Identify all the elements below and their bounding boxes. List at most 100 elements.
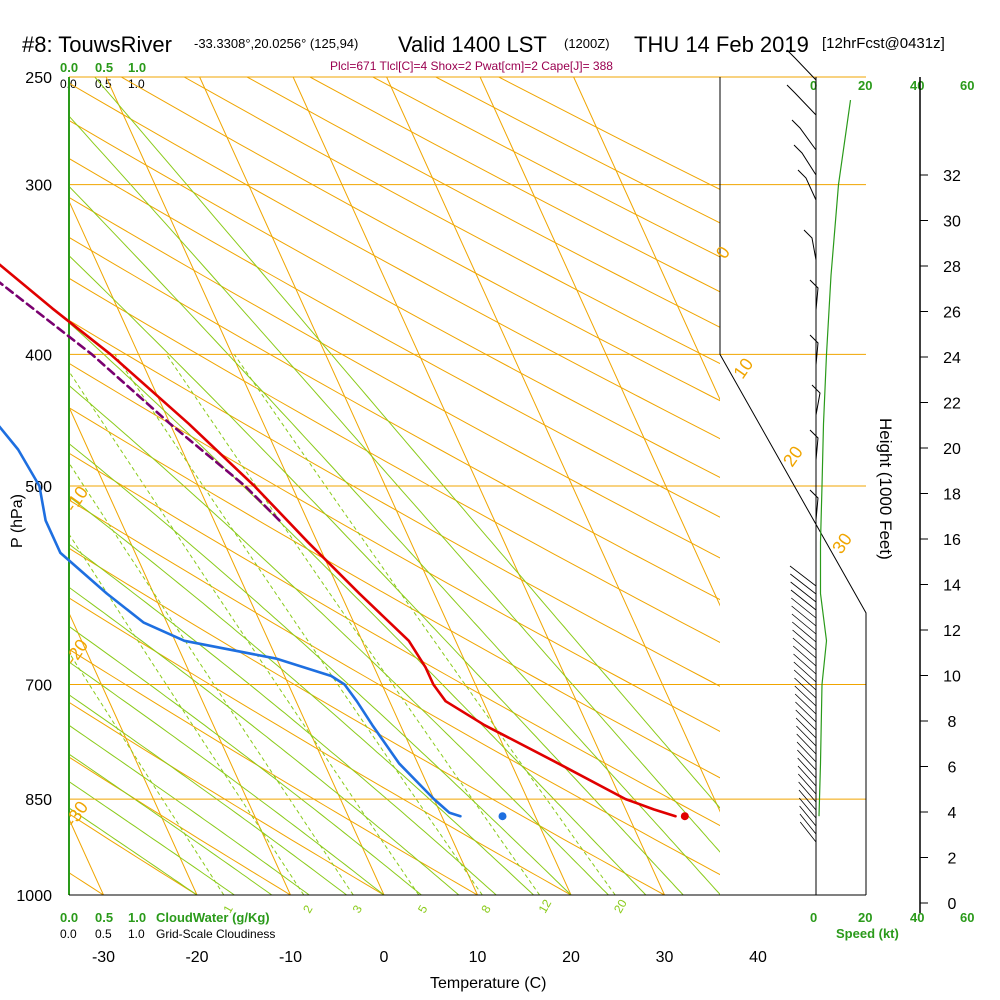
- height-tick-label: 14: [943, 578, 961, 595]
- isotherm-label: -20: [61, 636, 92, 669]
- isotherm-line: [69, 611, 198, 895]
- isotherm-line: [573, 77, 720, 401]
- bottom-cloudwater-tick: 0.0: [60, 910, 78, 925]
- moist-adiabat: [69, 543, 497, 895]
- dry-adiabat: [69, 648, 478, 895]
- wind-barb: [793, 669, 817, 691]
- bottom-cloudiness-tick: 1.0: [128, 927, 145, 941]
- dry-adiabat: [69, 597, 572, 895]
- temperature-tick-label: -10: [279, 949, 302, 966]
- height-tick-label: 28: [943, 259, 961, 276]
- mixing-ratio-line: [69, 651, 225, 895]
- moist-adiabat: [69, 780, 235, 895]
- temperature-tick-label: 10: [469, 949, 487, 966]
- height-tick-label: 18: [943, 487, 961, 504]
- wind-barb: [796, 741, 817, 763]
- moist-adiabat: [69, 495, 534, 895]
- wind-barb: [794, 685, 817, 707]
- wind-barb: [797, 765, 817, 787]
- height-tick-label: 6: [948, 760, 957, 777]
- dry-adiabat: [69, 407, 720, 779]
- wind-barb: [786, 84, 817, 116]
- wind-barb: [796, 733, 817, 755]
- wind-barb: [791, 605, 817, 627]
- height-tick-label: 10: [943, 669, 961, 686]
- moist-adiabat: [69, 724, 310, 895]
- dry-adiabat: [69, 236, 720, 601]
- bottom-cloudiness-tick: 0.5: [95, 927, 112, 941]
- wind-barb: [795, 709, 817, 731]
- right-frame: [719, 77, 867, 895]
- wind-barb: [791, 621, 817, 643]
- chart-grid: [69, 76, 866, 896]
- temperature-tick-label: 20: [562, 949, 580, 966]
- wind-barb: [790, 573, 817, 595]
- mixing-ratio-label: 2: [300, 902, 316, 915]
- top-cloudiness-ticks: 0.0 0.5 1.0: [60, 77, 145, 91]
- mixing-ratio-line: [114, 354, 483, 895]
- wind-barb: [794, 677, 817, 699]
- top-cloudwater-tick: 0.5: [95, 60, 113, 75]
- wind-barb: [798, 797, 817, 819]
- wind-barb: [796, 725, 817, 747]
- bottom-speed-tick: 60: [960, 910, 974, 925]
- moist-adiabat: [69, 694, 347, 895]
- bottom-cloudiness-tick: 0.0: [60, 927, 77, 941]
- height-tick-label: 12: [943, 623, 961, 640]
- mixing-ratio-label: 12: [536, 897, 555, 916]
- height-tick-label: 4: [948, 805, 957, 822]
- temperature-tick-label: -20: [185, 949, 208, 966]
- dry-adiabat: [69, 277, 720, 643]
- pressure-tick-label: 300: [25, 178, 52, 195]
- wind-barb: [795, 717, 817, 739]
- wind-barb: [809, 279, 819, 311]
- bottom-speed-tick: 20: [858, 910, 872, 925]
- wind-barb: [799, 805, 817, 827]
- valid-time: Valid 1400 LST: [398, 32, 547, 57]
- mixing-ratio-label: 8: [478, 902, 494, 915]
- mixing-ratio-line: [69, 533, 305, 895]
- forecast-label: [12hrFcst@0431z]: [822, 35, 945, 52]
- pressure-tick-label: 400: [25, 347, 52, 364]
- top-cloudiness-tick: 1.0: [128, 77, 145, 91]
- wind-barb: [789, 565, 817, 587]
- valid-date: THU 14 Feb 2019: [634, 32, 809, 57]
- wind-barb: [798, 781, 817, 803]
- wind-barb: [798, 773, 817, 795]
- temperature-tick-label: -30: [92, 949, 115, 966]
- moist-adiabat: [69, 625, 422, 895]
- grid-clip: [69, 77, 720, 895]
- mixing-ratio-label: 20: [611, 897, 630, 916]
- wind-barb: [809, 489, 819, 521]
- moist-adiabat: [69, 321, 647, 895]
- surface-dewpoint-dot: [498, 812, 507, 821]
- height-tick-label: 0: [948, 896, 957, 913]
- dry-adiabat: [69, 547, 665, 895]
- wind-barb: [793, 661, 817, 683]
- height-tick-label: 16: [943, 532, 961, 549]
- wind-barb: [790, 589, 817, 611]
- wind-barb: [791, 597, 817, 619]
- dry-adiabat: [69, 157, 720, 518]
- sounding-profiles: [0, 263, 689, 821]
- dry-adiabat: [69, 813, 198, 895]
- moist-adiabat: [69, 807, 198, 895]
- wind-barb: [794, 693, 817, 715]
- top-speed-tick: 60: [960, 78, 974, 93]
- top-speed-tick: 0: [810, 78, 817, 93]
- dewpoint-line: [0, 425, 462, 818]
- wind-barb: [792, 629, 817, 651]
- temperature-tick-label: 0: [380, 949, 389, 966]
- temperature-tick-label: 30: [656, 949, 674, 966]
- moist-adiabat: [69, 254, 684, 895]
- sounding-params: Plcl=671 Tlcl[C]=4 Shox=2 Pwat[cm]=2 Cap…: [330, 59, 613, 73]
- wind-barb: [798, 789, 817, 811]
- dry-adiabat: [183, 77, 720, 365]
- top-cloudwater-tick: 1.0: [128, 60, 146, 75]
- bottom-legend: 0.0 0.5 1.0 CloudWater (g/Kg) 0.0 0.5 1.…: [60, 910, 974, 941]
- height-tick-label: 20: [943, 441, 961, 458]
- dry-adiabat: [69, 196, 720, 559]
- wind-barb: [790, 581, 817, 603]
